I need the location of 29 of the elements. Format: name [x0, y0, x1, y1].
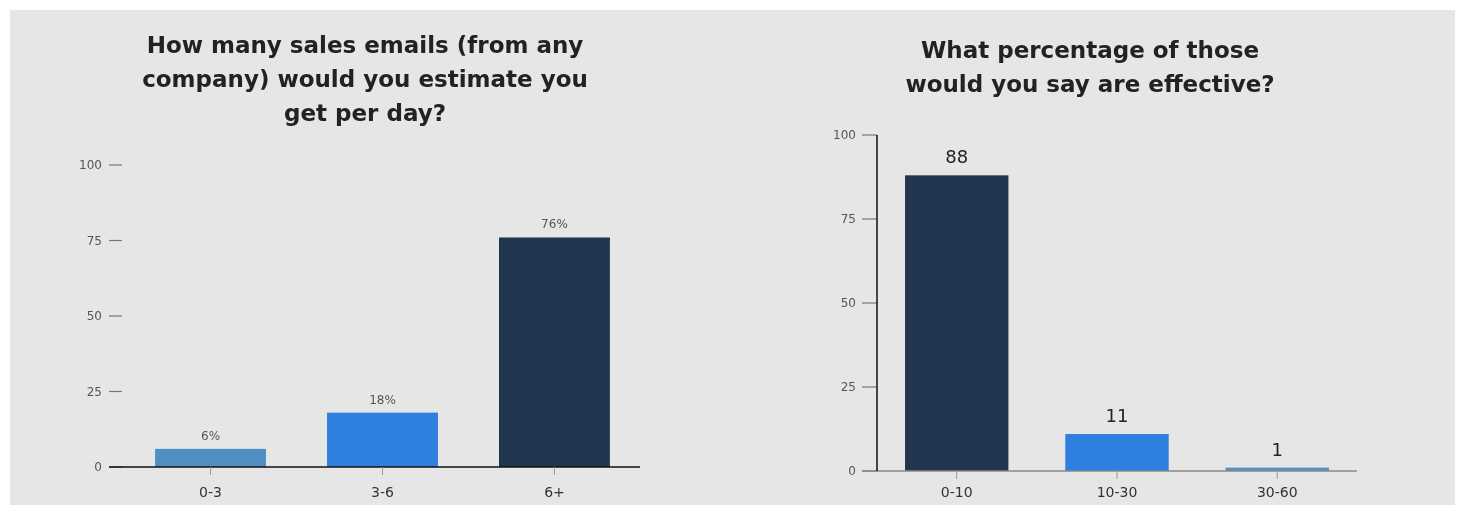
y-tick-label: 50 [86, 309, 102, 324]
y-tick-label: 0 [848, 464, 856, 479]
data-label: 6% [201, 428, 221, 443]
bar [327, 412, 438, 467]
x-tick-label: 30-60 [1256, 484, 1298, 500]
y-tick-label: 50 [840, 296, 856, 311]
y-tick-label: 75 [840, 212, 856, 227]
x-tick-label: 6+ [544, 484, 565, 500]
y-tick-label: 100 [79, 158, 102, 173]
data-label: 11 [1105, 405, 1129, 427]
x-tick-label: 10-30 [1096, 484, 1138, 500]
y-tick-label: 25 [840, 380, 856, 395]
chart-title: How many sales emails (from any company) would you estimate you get per day? [142, 32, 588, 126]
bar [905, 175, 1009, 471]
bar [1065, 434, 1169, 471]
x-tick-label: 0-10 [940, 484, 973, 500]
x-tick-label: 0-3 [199, 484, 222, 500]
bar [155, 448, 266, 467]
x-tick-label: 3-6 [371, 484, 395, 500]
y-tick-label: 100 [833, 128, 856, 143]
data-label: 1 [1271, 438, 1283, 460]
data-label: 76% [541, 217, 568, 232]
y-tick-label: 0 [94, 460, 102, 475]
y-tick-label: 25 [86, 384, 102, 399]
bar [499, 237, 610, 467]
data-label: 88 [945, 146, 969, 168]
chart-title: What percentage of those would you say are effective? [905, 37, 1275, 97]
data-label: 18% [369, 392, 396, 407]
y-tick-label: 75 [86, 233, 102, 248]
